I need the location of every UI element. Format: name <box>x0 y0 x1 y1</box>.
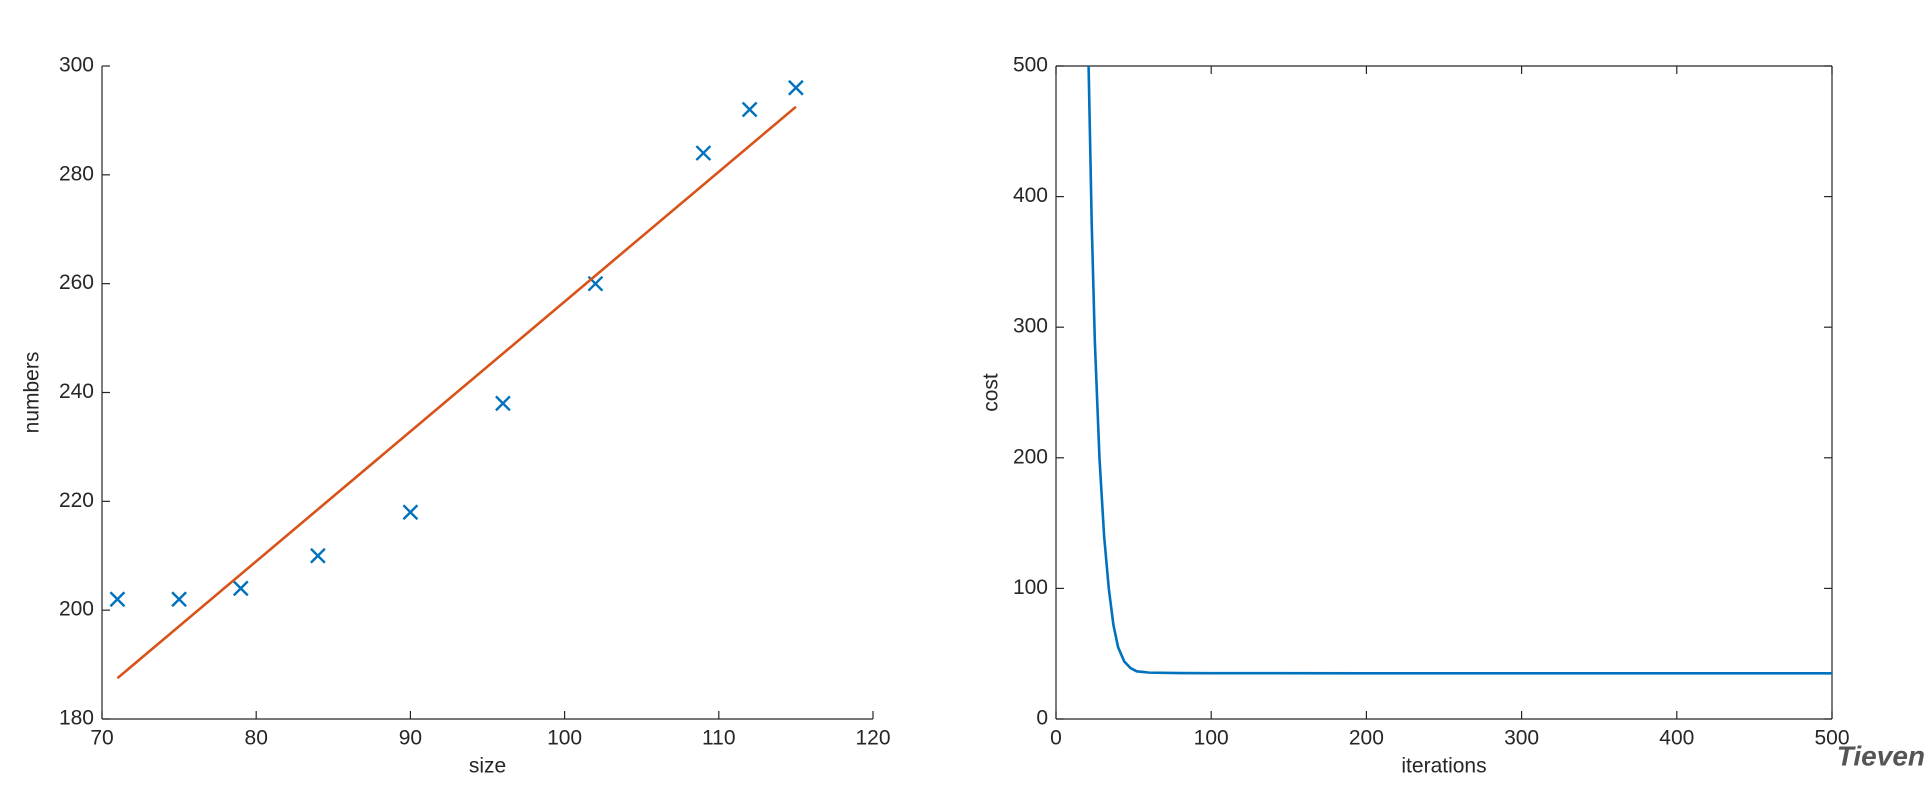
x-axis-label: size <box>469 755 506 778</box>
marker <box>109 591 126 608</box>
line <box>1087 66 1832 675</box>
x-tick-label: 90 <box>399 727 422 750</box>
x-tick-label: 100 <box>1194 727 1229 750</box>
y-tick-label: 260 <box>59 271 94 294</box>
y-tick-label: 0 <box>1036 707 1048 730</box>
x-axis-label: iterations <box>1401 755 1486 778</box>
marker <box>232 580 249 597</box>
x-tick-label: 100 <box>547 727 582 750</box>
marker <box>741 101 758 118</box>
y-tick-label: 240 <box>59 380 94 403</box>
x-tick-label: 200 <box>1349 727 1384 750</box>
chart: 70 80 90 100 110 120 180 200 220 240 260 280 300 size… <box>21 54 891 778</box>
marker <box>171 591 187 608</box>
x-tick-label: 110 <box>702 727 735 750</box>
x-tick-label: 300 <box>1504 727 1539 750</box>
line <box>116 105 797 680</box>
y-tick-label: 180 <box>59 707 94 730</box>
x-tick-label: 70 <box>90 727 113 750</box>
watermark: Tieven <box>1837 740 1925 771</box>
x-tick-label: 400 <box>1659 727 1694 750</box>
y-tick-label: 300 <box>59 54 94 77</box>
y-tick-label: 400 <box>1013 184 1048 207</box>
marker <box>495 395 511 412</box>
y-tick-label: 200 <box>1013 445 1048 468</box>
y-axis-label: cost <box>980 373 1003 412</box>
y-tick-label: 200 <box>59 598 94 621</box>
marker <box>402 504 419 521</box>
marker <box>695 145 712 161</box>
y-tick-label: 500 <box>1013 54 1048 77</box>
x-tick-label: 500 <box>1814 727 1849 750</box>
y-tick-label: 300 <box>1013 315 1048 338</box>
y-tick-label: 220 <box>59 489 94 512</box>
marker <box>788 79 804 96</box>
marker <box>310 547 326 564</box>
y-axis-label: numbers <box>21 352 44 434</box>
x-tick-label: 120 <box>855 727 890 750</box>
y-tick-label: 280 <box>59 162 94 185</box>
x-tick-label: 0 <box>1050 727 1062 750</box>
x-tick-label: 80 <box>245 727 268 750</box>
chart: 0 100 200 300 400 500 0 100 200 300 400 500 iteratio… <box>980 54 1850 778</box>
y-tick-label: 100 <box>1013 576 1048 599</box>
